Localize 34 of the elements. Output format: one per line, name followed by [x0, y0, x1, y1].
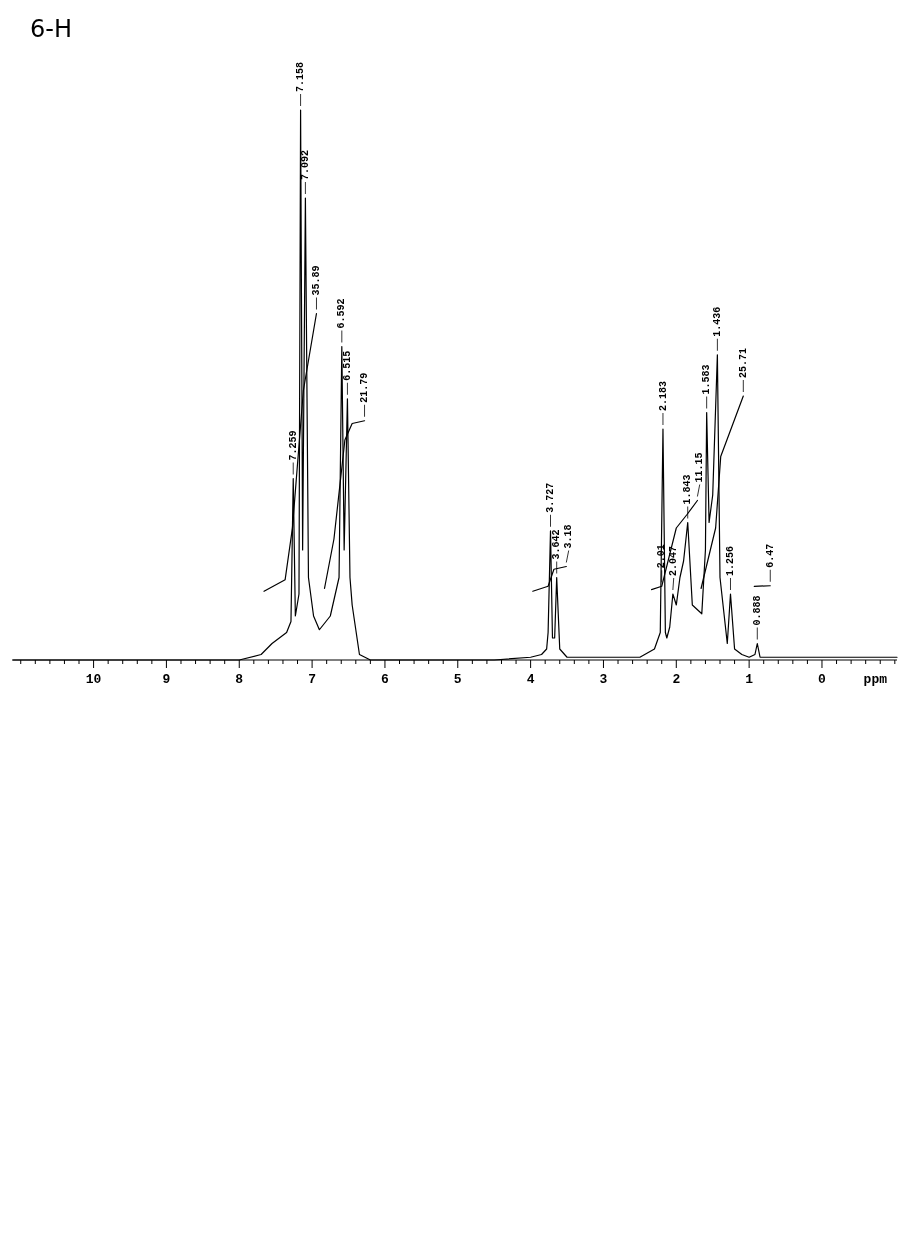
annotation: 2.01 — [656, 544, 668, 569]
x-tick-label: 1 — [745, 672, 754, 688]
x-tick-label: 9 — [162, 672, 171, 688]
annotation: 3.642 — [551, 529, 563, 560]
x-tick-label: 5 — [453, 672, 462, 688]
x-axis-title: ppm — [863, 672, 888, 688]
x-tick-label: 8 — [235, 672, 244, 688]
annotation: 6.47 — [764, 543, 776, 568]
annotation: 1.436 — [712, 306, 724, 337]
x-tick-label: 7 — [308, 672, 317, 688]
x-tick-label: 2 — [672, 672, 681, 688]
annotation: 3.18 — [563, 524, 575, 549]
annotation: 7.092 — [300, 149, 312, 180]
x-tick-label: 6 — [381, 672, 390, 688]
annotation: 3.727 — [545, 482, 557, 513]
annotation: 25.71 — [737, 347, 749, 378]
annotation: 1.843 — [682, 474, 694, 505]
chart-title: 6-H — [30, 15, 72, 43]
annotation: 2.183 — [657, 380, 669, 411]
annotation: 2.047 — [668, 545, 680, 576]
annotation: 6.592 — [336, 298, 348, 329]
annotation: 11.15 — [694, 452, 706, 483]
annotation: 6.515 — [342, 350, 354, 381]
annotation: 7.259 — [287, 430, 299, 461]
annotation: 21.79 — [359, 372, 371, 403]
annotation: 35.89 — [311, 265, 323, 296]
annotation: 1.256 — [725, 545, 737, 576]
x-tick-label: 3 — [599, 672, 608, 688]
annotation: 0.888 — [751, 595, 763, 626]
x-tick-label: 4 — [526, 672, 535, 688]
annotation: 7.158 — [295, 61, 307, 92]
x-tick-label: 10 — [85, 672, 102, 688]
x-tick-label: 0 — [818, 672, 827, 688]
annotation: 1.583 — [701, 364, 713, 395]
